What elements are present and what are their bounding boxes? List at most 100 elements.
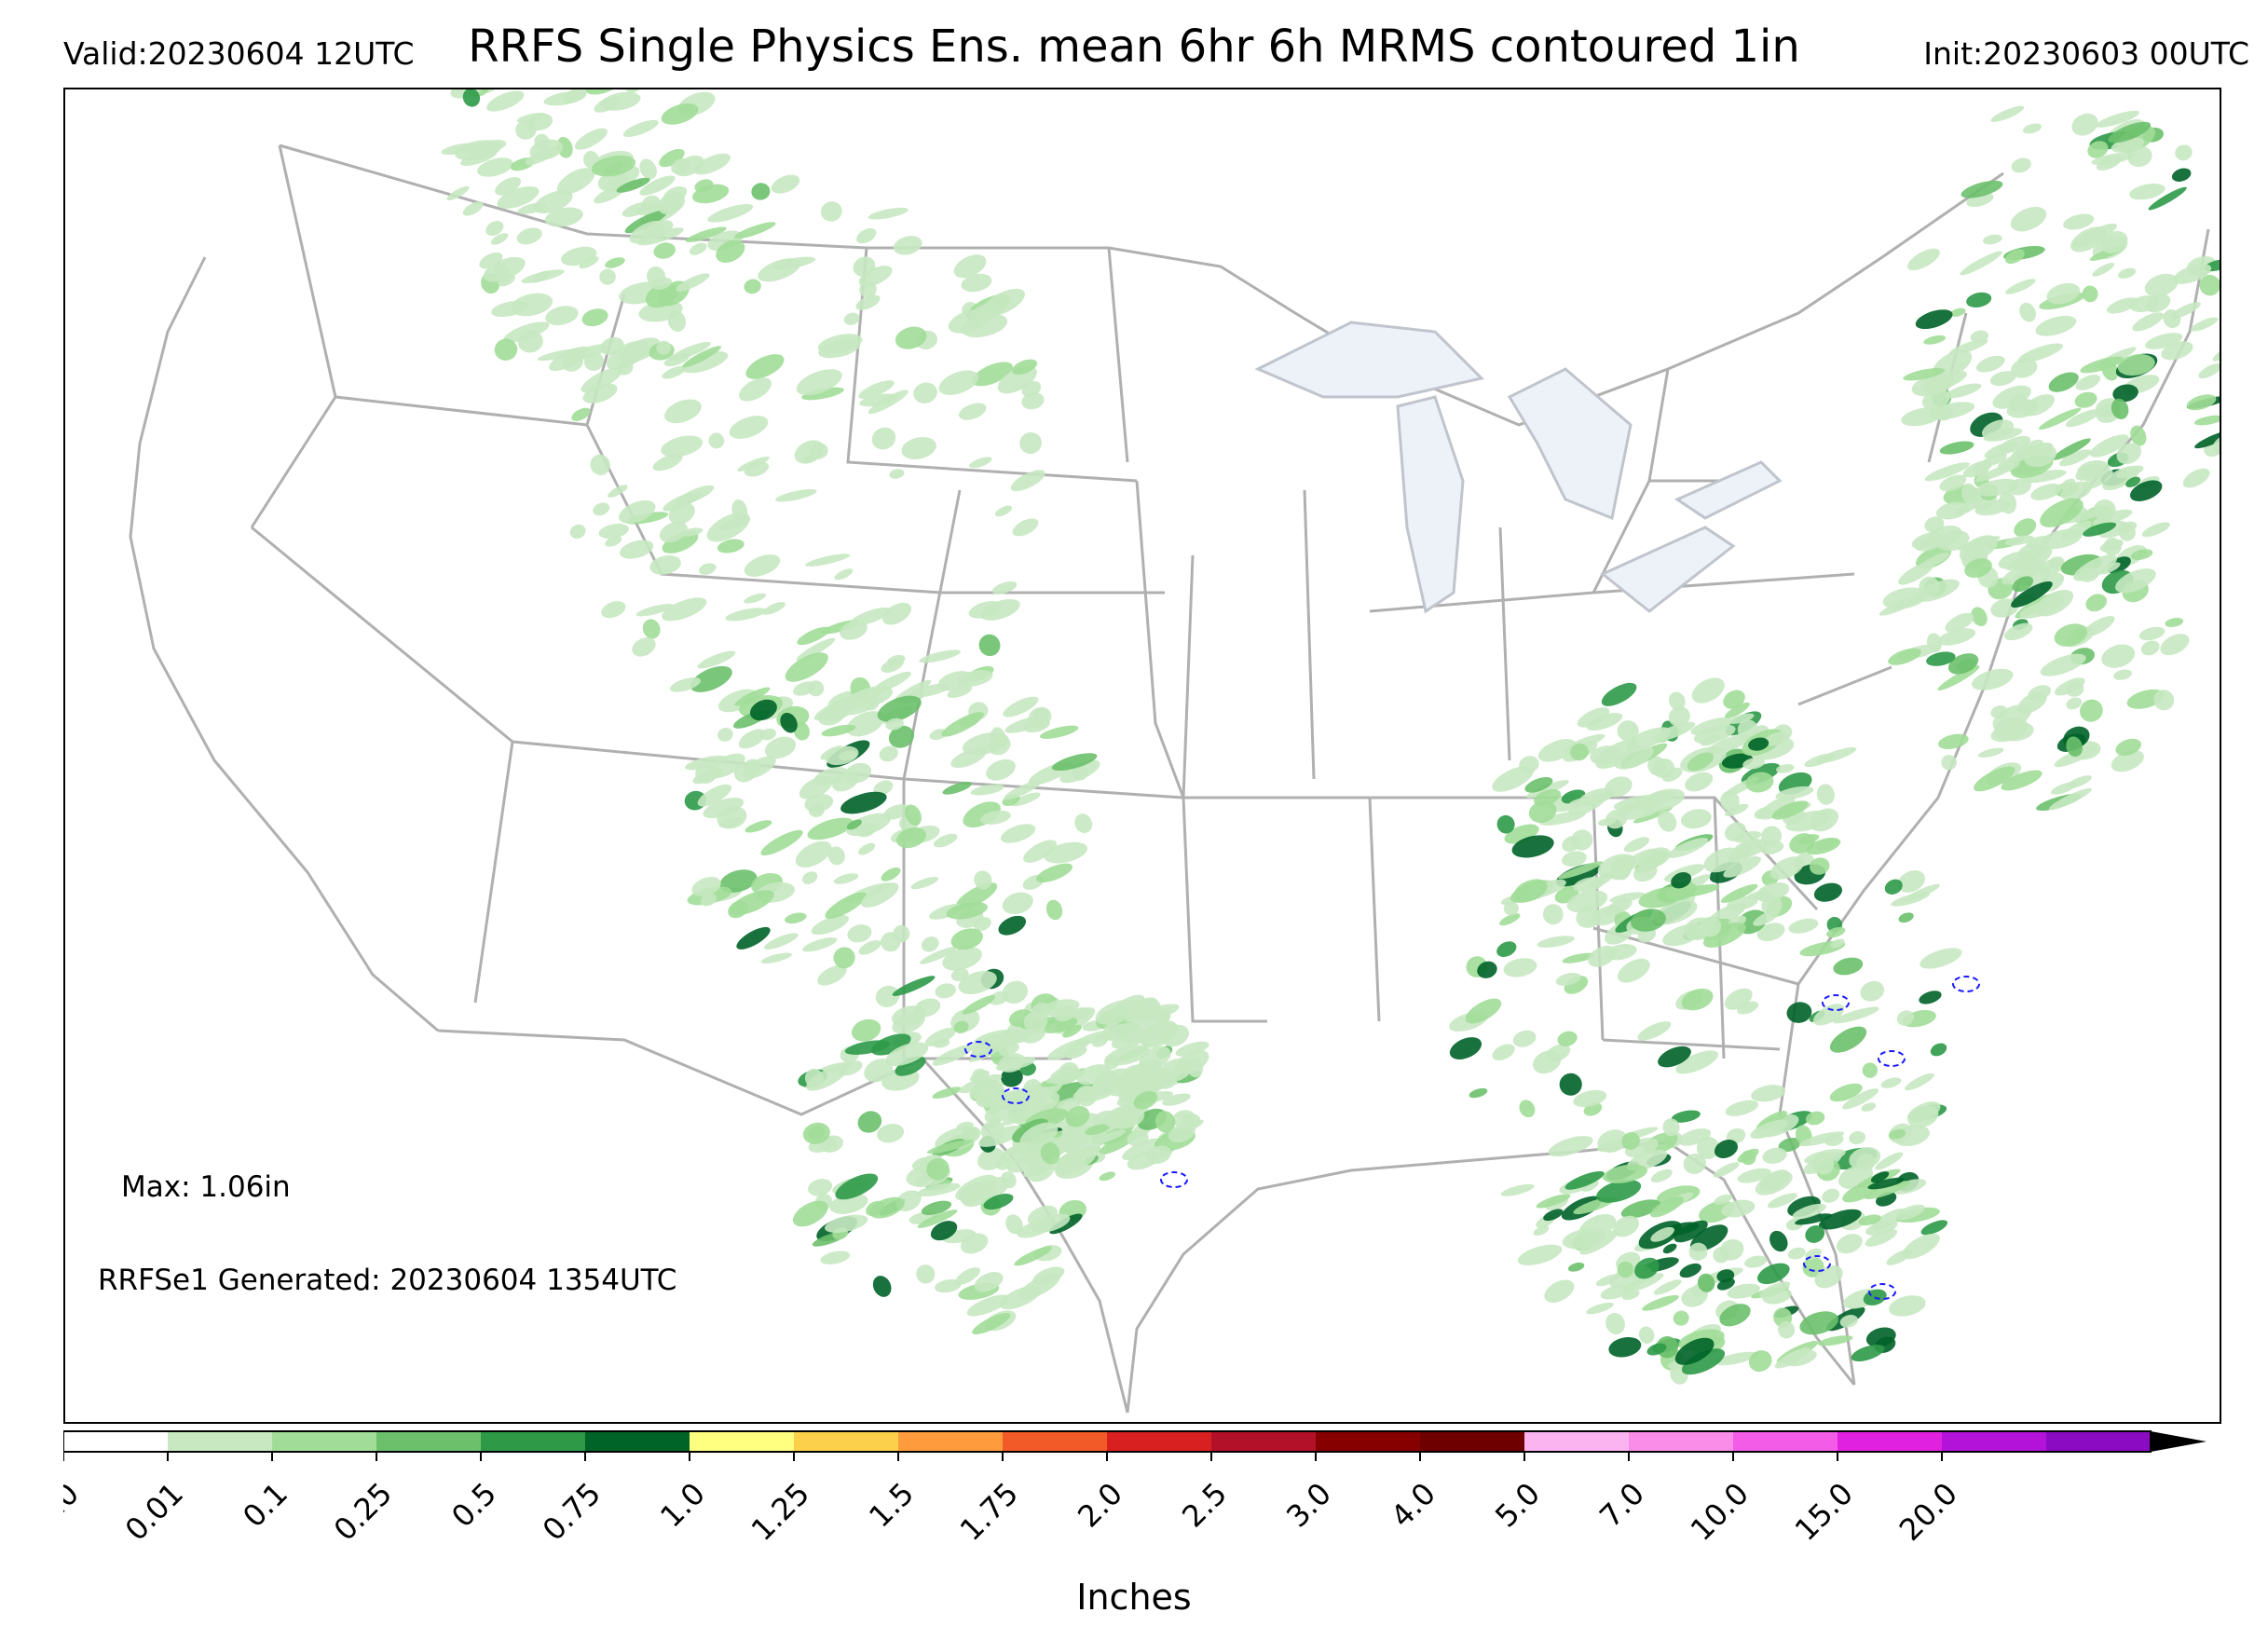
precip-blob [972, 1029, 1019, 1049]
precip-blob [1966, 292, 1992, 308]
precip-blob [1099, 1022, 1133, 1041]
precip-blob [446, 185, 470, 201]
precip-blob [1699, 916, 1722, 937]
precip-blob [669, 341, 711, 362]
precip-blob [1076, 1064, 1112, 1086]
colorbar-tick-label: 4.0 [1384, 1476, 1442, 1535]
precip-blob [1620, 1199, 1661, 1219]
precip-blob [2071, 113, 2098, 136]
precip-blob [859, 280, 877, 298]
precip-blob [958, 1181, 994, 1202]
precip-blob [608, 485, 628, 498]
precip-blob [1630, 791, 1675, 810]
precip-blob [861, 882, 899, 908]
precip-blob [1758, 796, 1796, 820]
precip-blob [846, 711, 884, 737]
precip-blob [1677, 1128, 1712, 1146]
precip-blob [825, 1214, 868, 1234]
precip-blob [529, 139, 564, 160]
colorbar-swatch [1211, 1431, 1316, 1452]
precip-blob [1578, 1213, 1617, 1239]
precip-blob [1601, 682, 1637, 706]
precip-blob [658, 192, 686, 215]
precip-blob [2113, 669, 2133, 680]
precip-blob [958, 403, 987, 420]
precip-blob [1133, 1090, 1158, 1110]
precip-blob [2011, 568, 2036, 581]
precip-blob [2193, 415, 2220, 426]
precip-blob [599, 268, 616, 285]
colorbar-swatch [1942, 1431, 2046, 1452]
colorbar-tick-label: 0.0 [63, 1476, 86, 1535]
precip-blob [2003, 622, 2033, 641]
precip-blob [1992, 704, 2032, 731]
precip-blob [1923, 335, 1947, 345]
precip-blob [495, 177, 522, 196]
precip-blob [1919, 991, 1942, 1004]
precip-blob [497, 186, 540, 210]
precip-blob [1723, 855, 1761, 878]
precip-blob [934, 833, 958, 848]
precip-blob [531, 270, 550, 283]
precip-blob [804, 793, 834, 813]
precip-blob [2011, 157, 2031, 173]
precip-blob [1060, 1129, 1108, 1155]
precip-blob [1889, 1128, 1906, 1140]
precip-blob [1528, 800, 1557, 824]
precip-blob [1744, 1255, 1768, 1268]
precip-blob [1961, 180, 2003, 198]
mrms-contour [1002, 1087, 1030, 1104]
precip-blob [581, 308, 608, 327]
precip-blob [581, 367, 622, 393]
precip-blob [2050, 782, 2077, 795]
precip-blob [729, 416, 769, 439]
precip-blob [875, 985, 900, 1007]
precip-blob [662, 365, 687, 379]
colorbar-tick-label: 0.1 [236, 1476, 294, 1535]
precip-blob [995, 505, 1013, 517]
precip-blob [1737, 1001, 1759, 1015]
precip-blob [1002, 1111, 1029, 1126]
precip-blob [1924, 462, 1970, 482]
precip-blob [2023, 444, 2057, 468]
precip-blob [1649, 1196, 1684, 1218]
precip-blob [893, 236, 922, 255]
precip-blob [1974, 462, 2020, 483]
precip-blob [556, 136, 573, 158]
precip-blob [1492, 765, 1534, 792]
precip-blob [2107, 297, 2138, 314]
precip-blob [1071, 1007, 1091, 1019]
precip-blob [574, 128, 608, 150]
colorbar: 0.0 0.01 0.1 0.25 0.5 0.75 1.0 1.25 1.5 1.75 2.0 2.… [63, 1430, 2207, 1548]
precip-blob [718, 816, 744, 828]
precip-blob [801, 387, 844, 401]
precip-blob [1750, 1119, 1788, 1139]
precip-blob [2116, 465, 2144, 479]
precip-blob [1755, 1171, 1793, 1196]
precip-blob [1680, 809, 1712, 829]
precip-blob [921, 1200, 952, 1216]
precip-blob [598, 524, 629, 540]
precip-blob [601, 601, 626, 619]
precip-blob [877, 1123, 905, 1143]
precip-blob [935, 1278, 962, 1293]
precip-blob [868, 390, 909, 415]
precip-blob [2186, 394, 2217, 411]
precip-blob [2017, 343, 2063, 363]
precip-blob [1573, 1089, 1607, 1108]
precip-blob [1787, 1247, 1806, 1260]
precip-blob [1924, 516, 1945, 533]
precip-blob [793, 681, 816, 696]
precip-blob [556, 168, 595, 195]
precip-blob [1676, 884, 1720, 897]
precip-blob [1756, 882, 1790, 902]
precip-blob [1023, 1011, 1048, 1032]
precip-blob [1706, 733, 1753, 754]
colorbar-swatch [1107, 1431, 1211, 1452]
precip-blob [1905, 1073, 1934, 1091]
precip-blob [1062, 1024, 1083, 1038]
precip-blob [1875, 1152, 1904, 1170]
precip-blob [516, 227, 542, 245]
precip-blob [879, 745, 898, 762]
precip-blob [1568, 793, 1607, 816]
